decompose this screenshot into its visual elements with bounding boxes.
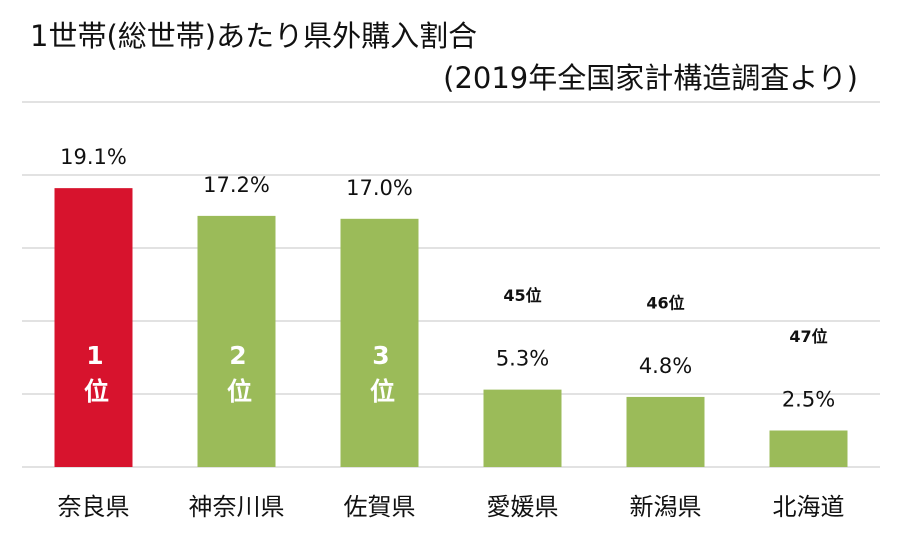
x-tick-label: 新潟県 (630, 493, 702, 521)
bar (54, 188, 133, 467)
value-label: 5.3% (496, 347, 549, 371)
bar (769, 430, 848, 467)
x-tick-label: 佐賀県 (344, 493, 416, 521)
x-tick-label: 神奈川県 (189, 493, 285, 521)
rank-label: 45位 (503, 286, 541, 305)
x-tick-label: 奈良県 (58, 493, 130, 521)
rank-label: 1位 (81, 341, 110, 411)
chart-title: 1世帯(総世帯)あたり県外購入割合 (30, 19, 477, 53)
value-label: 17.2% (203, 173, 270, 197)
x-tick-label: 北海道 (773, 493, 845, 521)
value-label: 4.8% (639, 354, 692, 378)
bar (197, 215, 276, 467)
rank-label: 3位 (367, 341, 396, 411)
value-label: 2.5% (782, 388, 835, 412)
chart-subtitle: (2019年全国家計構造調査より) (443, 61, 858, 95)
bar (626, 396, 705, 467)
rank-label: 46位 (646, 293, 684, 312)
value-label: 17.0% (346, 176, 413, 200)
bar (483, 389, 562, 467)
bar (340, 218, 419, 467)
x-tick-label: 愛媛県 (487, 493, 559, 521)
rank-label: 47位 (789, 327, 827, 346)
value-label: 19.1% (60, 145, 127, 169)
rank-label: 2位 (224, 341, 253, 411)
